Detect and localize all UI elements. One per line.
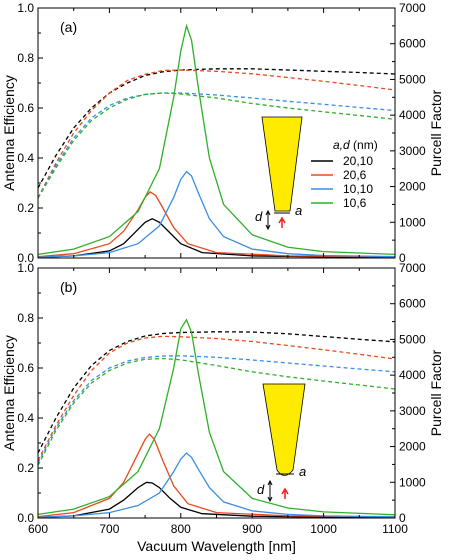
panel-a-y-left-tick-label: 0.0 [17, 251, 34, 265]
panel-a: 0.0 0.2 0.4 0.6 0.8 1.0 0 1000 2000 3000 4000 5000 6… [1, 1, 444, 265]
panel-b-efficiency-line-10-6 [38, 357, 395, 466]
panel-a-y-left-label: Antenna Efficiency [1, 75, 17, 191]
x-axis-label: Vacuum Wavelength [nm] [137, 538, 296, 554]
x-tick-label: 1000 [310, 522, 337, 536]
inset-label-d: d [257, 482, 265, 497]
panel-b-label: (b) [60, 279, 77, 295]
x-tick-label: 700 [99, 522, 119, 536]
legend-entry-10-10: 10,10 [343, 182, 373, 196]
panel-a-y-right-tick-label: 5000 [399, 72, 426, 86]
panel-b-y-right-tick-label: 5000 [399, 332, 426, 346]
panel-a-purcell-line-10-10 [38, 170, 395, 258]
panel-b-y-left-tick-label: 0.2 [17, 461, 34, 475]
x-tick-label: 1100 [382, 522, 408, 536]
panel-b-y-left-tick-label: 0.8 [17, 311, 34, 325]
legend-header-unit: (nm) [350, 138, 378, 152]
emitter-arrow [281, 487, 289, 499]
legend-header-params: a,d [333, 138, 350, 152]
panel-a-y-right-tick-label: 6000 [399, 37, 426, 51]
panel-b-frame [37, 267, 396, 519]
distance-arrow [267, 479, 273, 503]
panel-b-y-left-tick-label: 0.6 [17, 361, 34, 375]
panel-a-efficiency-line-10-6 [38, 92, 395, 199]
panel-a-purcell-line-20-10 [38, 217, 395, 258]
panel-a-y-left-tick-label: 0.4 [17, 151, 34, 165]
panel-a-y-right-tick-label: 2000 [399, 180, 426, 194]
panel-b-efficiency-line-10-10 [38, 355, 395, 464]
legend-entry-10-6: 10,6 [343, 196, 367, 210]
panel-b-efficiency-line-20-10 [38, 331, 395, 454]
distance-arrow [265, 209, 271, 231]
panel-b-y-left-label: Antenna Efficiency [1, 335, 17, 451]
panel-b-y-right-tick-label: 2000 [399, 440, 426, 454]
panel-b-y-right-tick-label: 4000 [399, 368, 426, 382]
panel-b-y-right-tick-label: 1000 [399, 475, 426, 489]
panel-b-y-right-tick-label: 0 [399, 511, 406, 525]
panel-a-y-left-tick-label: 1.0 [17, 1, 34, 15]
panel-a-antenna-inset: ad [255, 116, 303, 231]
x-tick-label: 800 [171, 522, 191, 536]
panel-a-y-right-tick-label: 7000 [399, 1, 426, 15]
panel-b-antenna-inset: ad [257, 383, 306, 503]
panel-b-y-right-tick-label: 6000 [399, 297, 426, 311]
panel-a-y-right-tick-label: 1000 [399, 215, 426, 229]
panel-a-label: (a) [60, 19, 77, 35]
panel-a-efficiency-line-10-10 [38, 92, 395, 199]
panel-a-y-left-tick-label: 0.6 [17, 101, 34, 115]
panel-b-y-left-tick-label: 1.0 [17, 261, 34, 275]
panel-a-y-left-tick-label: 0.2 [17, 201, 34, 215]
panel-b-data [38, 318, 395, 518]
panel-a-data [38, 23, 395, 258]
panel-b-y-right-label: Purcell Factor [428, 349, 444, 436]
inset-label-d: d [255, 209, 263, 224]
panel-a-y-right-tick-label: 3000 [399, 144, 426, 158]
legend-entry-20-6: 20,6 [343, 168, 367, 182]
panel-a-y-right-label: Purcell Factor [428, 89, 444, 176]
panel-b-purcell-line-20-10 [38, 481, 395, 518]
panel-b-purcell-line-10-6 [38, 318, 395, 516]
panel-a-y-left-tick-label: 0.8 [17, 51, 34, 65]
panel-b-y-left-tick-label: 0.0 [17, 511, 34, 525]
antenna-rounded-tip-shape [262, 383, 306, 476]
inset-label-a: a [295, 203, 302, 218]
legend-header: a,d (nm) [333, 138, 378, 152]
panel-b-purcell-line-20-6 [38, 433, 395, 518]
panel-a-efficiency-line-20-10 [38, 68, 395, 189]
panel-a-purcell-line-20-6 [38, 191, 395, 258]
legend-entry-20-10: 20,10 [343, 154, 373, 168]
antenna-flat-tip-shape [261, 116, 303, 212]
panel-b-efficiency-line-20-6 [38, 335, 395, 461]
panel-a-frame [37, 7, 396, 259]
panel-a-efficiency-line-20-6 [38, 69, 395, 199]
x-tick-label: 600 [28, 522, 48, 536]
panel-b-purcell-line-10-10 [38, 452, 395, 518]
panel-a-purcell-line-10-6 [38, 23, 395, 256]
panel-a-y-right-tick-label: 4000 [399, 108, 426, 122]
inset-label-a: a [299, 464, 306, 479]
panel-b-y-right-tick-label: 7000 [399, 261, 426, 275]
panel-b-y-right-tick-label: 3000 [399, 404, 426, 418]
panel-b: 0.0 0.2 0.4 0.6 0.8 1.0 0 1000 2000 3000 4000 5000 6… [1, 261, 444, 536]
emitter-arrow [278, 216, 286, 228]
panel-a-y-right-tick-label: 0 [399, 251, 406, 265]
x-tick-label: 900 [242, 522, 262, 536]
panel-b-y-left-tick-label: 0.4 [17, 411, 34, 425]
